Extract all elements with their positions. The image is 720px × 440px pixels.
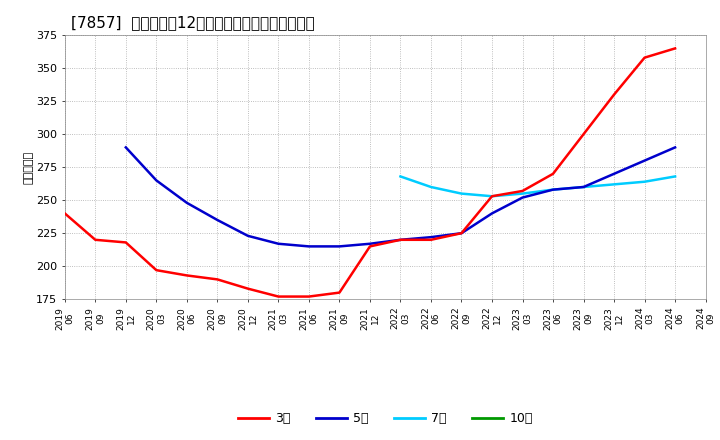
Text: [7857]  当期純利益12か月移動合計の平均値の推移: [7857] 当期純利益12か月移動合計の平均値の推移: [71, 15, 315, 30]
Legend: 3年, 5年, 7年, 10年: 3年, 5年, 7年, 10年: [233, 407, 538, 430]
Y-axis label: （百万円）: （百万円）: [23, 150, 33, 184]
